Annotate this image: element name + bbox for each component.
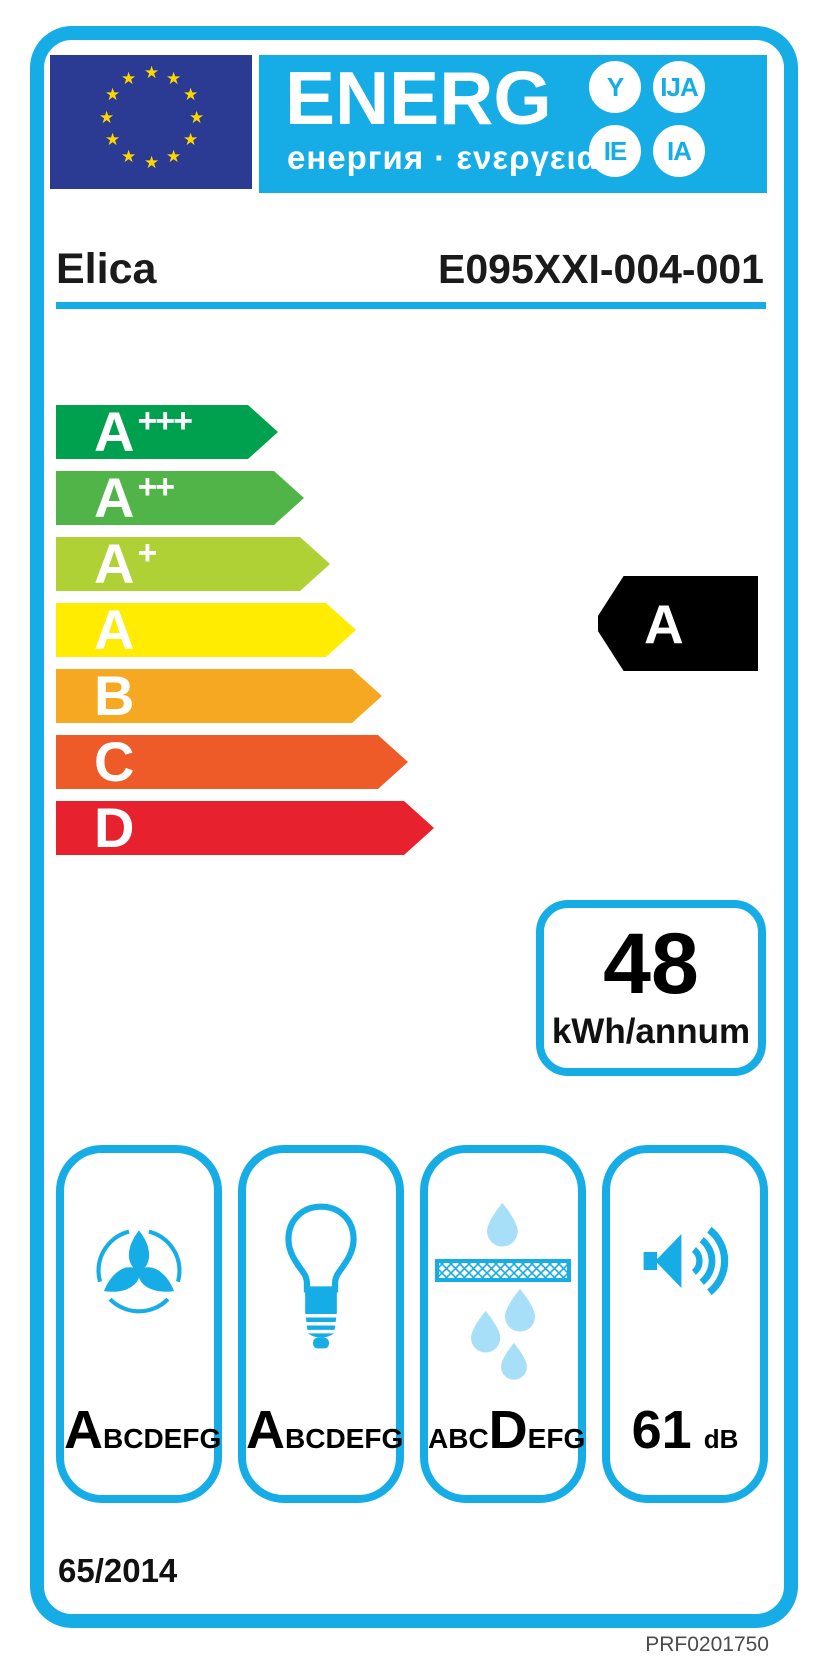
class-arrow: B [56, 669, 382, 723]
bulb-icon [285, 1203, 357, 1349]
metric-box-grease-filter: ABCDEFG [420, 1145, 586, 1503]
suffix-circle-ija: IJA [653, 61, 705, 113]
suffix-circle-ie: IE [589, 125, 641, 177]
supplier-name: Elica [56, 245, 157, 293]
regulation-number: 65/2014 [58, 1552, 178, 1589]
lighting-class-label: ABCDEFG [246, 1400, 404, 1460]
label-frame: ★ ★ ★ ★ ★ ★ ★ ★ ★ ★ ★ ★ ENERG енергия · … [30, 26, 798, 1628]
reference-code: PRF0201750 [645, 1633, 769, 1656]
speaker-icon [643, 1226, 729, 1296]
header-divider [56, 302, 766, 309]
noise-level-label: 61 dB [631, 1400, 739, 1460]
grease-filter-icon [435, 1203, 571, 1380]
suffix-circle-y: Y [589, 61, 641, 113]
energ-subtitle: енергия · ενεργεια [287, 139, 598, 176]
class-arrow: D [56, 801, 434, 855]
class-arrow: A [56, 603, 356, 657]
fan-icon [96, 1228, 182, 1314]
metric-boxes: ABCDEFG ABCDEFG [56, 1145, 768, 1503]
metric-box-fan: ABCDEFG [56, 1145, 222, 1503]
class-row-d: D [56, 801, 434, 855]
class-row-c: C [56, 735, 434, 789]
energy-class-scale: A +++ A ++ A + A B C D [56, 405, 434, 867]
grease-filter-class-label: ABCDEFG [428, 1400, 586, 1460]
annual-energy-box: 48 kWh/annum [536, 900, 766, 1076]
eu-flag: ★ ★ ★ ★ ★ ★ ★ ★ ★ ★ ★ ★ [50, 55, 252, 189]
class-row-b: B [56, 669, 434, 723]
annual-energy-value: 48 [603, 916, 699, 1012]
class-row-a3: A +++ [56, 405, 434, 459]
annual-energy-unit: kWh/annum [551, 1012, 751, 1051]
class-row-a2: A ++ [56, 471, 434, 525]
fan-class-label: ABCDEFG [64, 1400, 222, 1460]
metric-box-noise: 61 dB [602, 1145, 768, 1503]
class-row-a1: A + [56, 537, 434, 591]
suffix-circle-ia: IA [653, 125, 705, 177]
class-arrow: A +++ [56, 405, 278, 459]
header-banner: ENERG енергия · ενεργεια Y IJA IE IA [259, 55, 767, 193]
class-arrow: A ++ [56, 471, 304, 525]
brand-row: Elica E095XXI-004-001 [56, 245, 764, 294]
class-arrow: A + [56, 537, 330, 591]
class-row-a: A [56, 603, 434, 657]
metric-box-lighting: ABCDEFG [238, 1145, 404, 1503]
energ-word: ENERG [285, 56, 552, 140]
language-suffix-circles: Y IJA IE IA [589, 61, 705, 177]
model-identifier: E095XXI-004-001 [438, 246, 764, 292]
rating-arrow: A [598, 576, 758, 671]
class-arrow: C [56, 735, 408, 789]
rating-class: A [644, 592, 684, 655]
